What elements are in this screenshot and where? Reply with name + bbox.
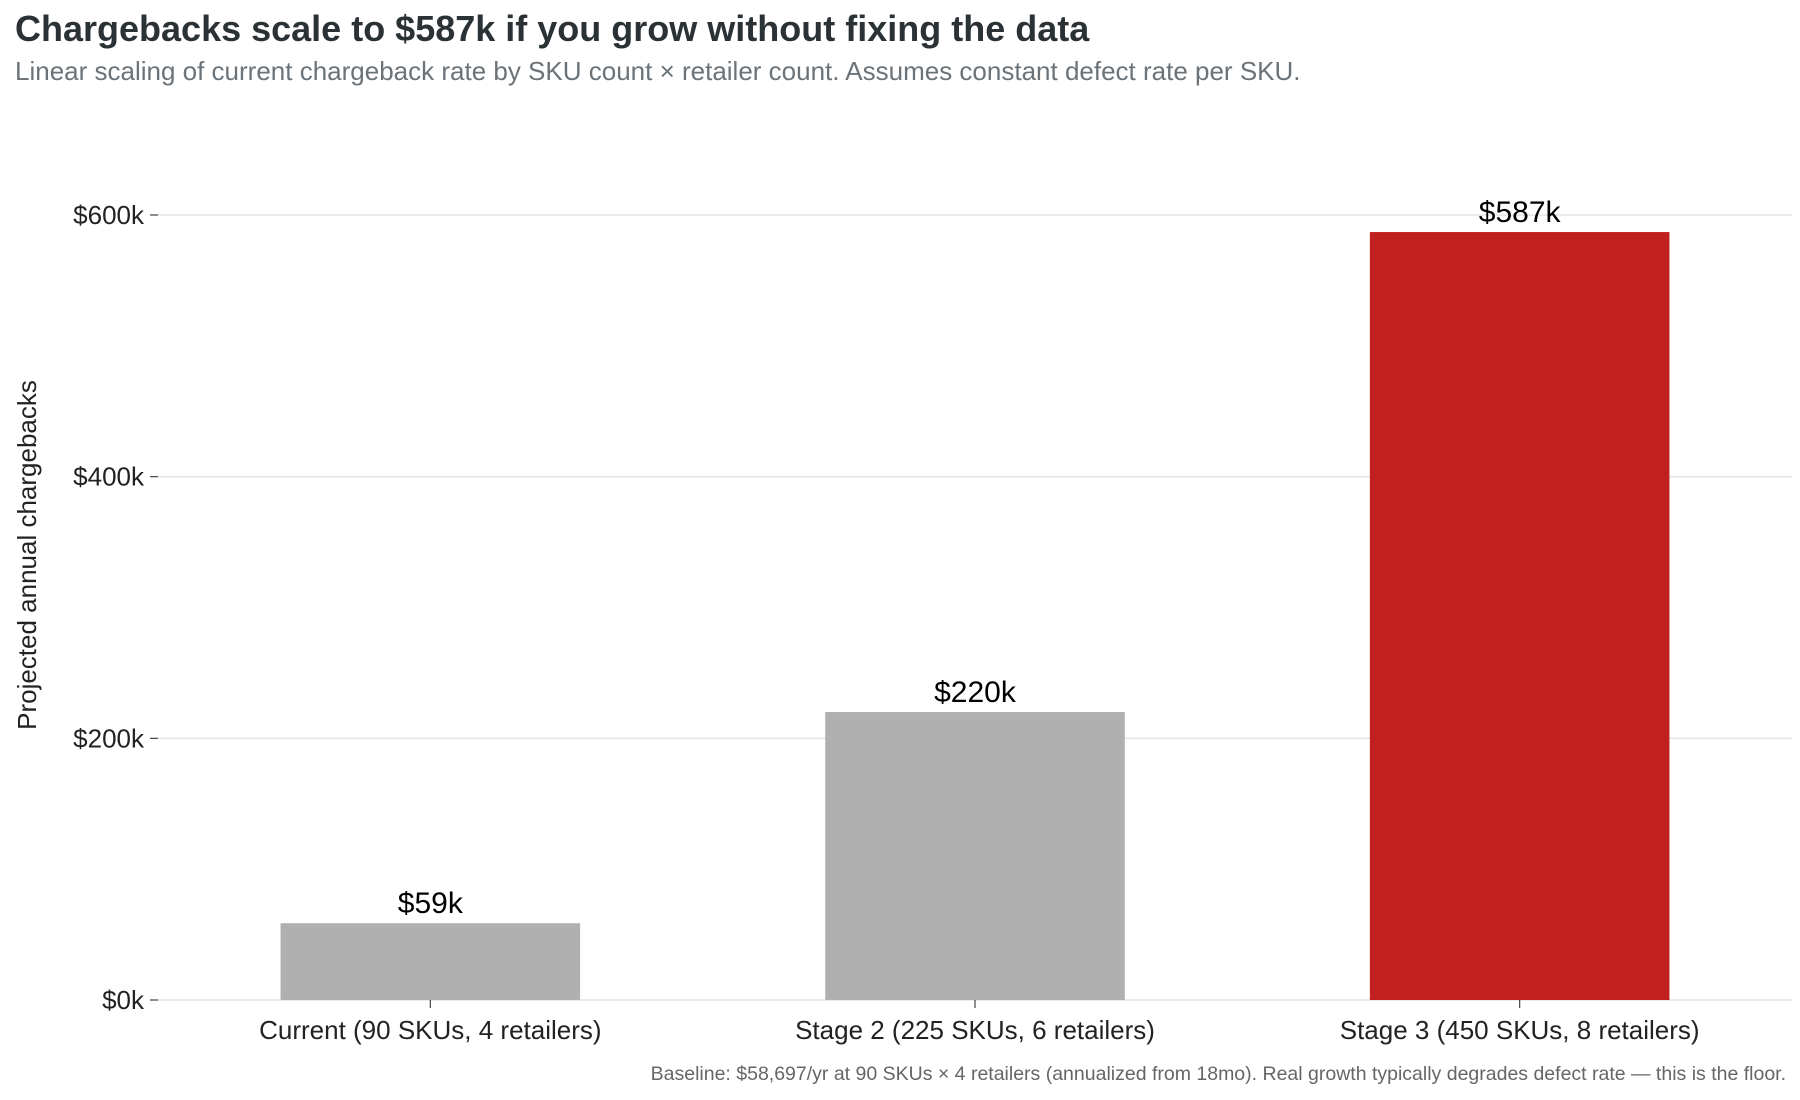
chart-title: Chargebacks scale to $587k if you grow w…	[15, 8, 1090, 49]
bar-value-label: $220k	[934, 676, 1017, 709]
bar	[280, 923, 581, 1000]
bars	[280, 232, 1670, 1000]
y-tick-label: $200k	[73, 723, 145, 753]
bar-value-label: $587k	[1479, 196, 1562, 229]
x-tick-label: Current (90 SKUs, 4 retailers)	[259, 1015, 601, 1045]
bar	[1369, 232, 1670, 1000]
y-axis-title: Projected annual chargebacks	[12, 380, 42, 730]
x-tick-label: Stage 3 (450 SKUs, 8 retailers)	[1340, 1015, 1700, 1045]
axis-ticks: $0k $200k $400k $600k Current (90 SKUs, 4 re…	[73, 200, 1699, 1045]
y-tick-label: $600k	[73, 200, 145, 230]
data-labels: $59k $220k $587k	[398, 196, 1562, 920]
chart-subtitle: Linear scaling of current chargeback rat…	[15, 56, 1301, 86]
x-tick-label: Stage 2 (225 SKUs, 6 retailers)	[795, 1015, 1155, 1045]
bar-value-label: $59k	[398, 887, 464, 920]
y-tick-label: $400k	[73, 462, 145, 492]
bar	[825, 712, 1125, 1000]
y-tick-label: $0k	[102, 985, 145, 1015]
chart-caption: Baseline: $58,697/yr at 90 SKUs × 4 reta…	[650, 1063, 1786, 1085]
